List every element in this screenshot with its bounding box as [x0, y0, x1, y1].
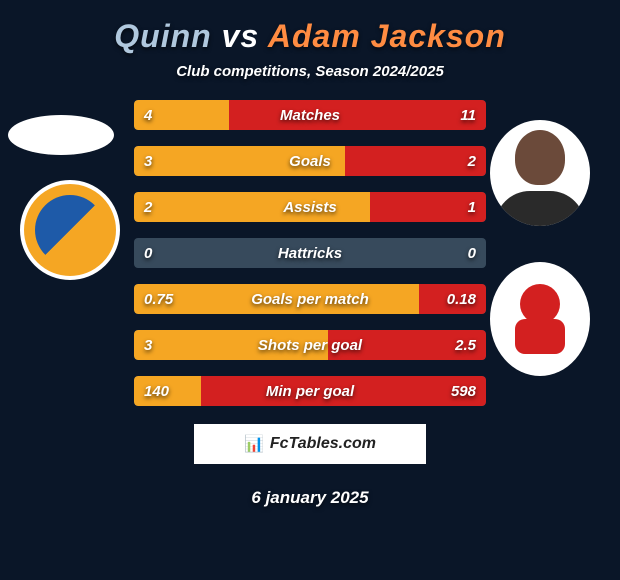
- stat-row: 3 Shots per goal 2.5: [134, 330, 486, 360]
- stat-value-right: 1: [468, 199, 476, 216]
- stat-row: 4 Matches 11: [134, 100, 486, 130]
- player2-name: Adam Jackson: [268, 18, 506, 54]
- stat-label: Shots per goal: [258, 337, 362, 354]
- stat-label: Goals per match: [251, 291, 369, 308]
- stat-label: Min per goal: [266, 383, 354, 400]
- stat-fill-right: [345, 146, 486, 176]
- chart-icon: 📊: [244, 434, 264, 454]
- player2-portrait: [490, 120, 590, 226]
- stat-label: Goals: [289, 153, 331, 170]
- content: Quinn vs Adam Jackson Club competitions,…: [0, 0, 620, 508]
- page-title: Quinn vs Adam Jackson: [0, 0, 620, 63]
- stat-value-left: 0.75: [144, 291, 173, 308]
- stat-value-right: 0.18: [447, 291, 476, 308]
- stat-value-right: 2.5: [455, 337, 476, 354]
- stat-value-left: 3: [144, 153, 152, 170]
- date-label: 6 january 2025: [0, 488, 620, 508]
- stat-row: 2 Assists 1: [134, 192, 486, 222]
- stat-row: 140 Min per goal 598: [134, 376, 486, 406]
- stat-value-left: 4: [144, 107, 152, 124]
- stat-value-left: 140: [144, 383, 169, 400]
- stat-label: Matches: [280, 107, 340, 124]
- stat-value-left: 2: [144, 199, 152, 216]
- player2-club-badge: [490, 262, 590, 376]
- stat-value-right: 598: [451, 383, 476, 400]
- stat-value-left: 0: [144, 245, 152, 262]
- brand-text: FcTables.com: [270, 435, 376, 453]
- stat-label: Assists: [283, 199, 336, 216]
- player1-club-badge: [20, 180, 120, 280]
- stat-row: 3 Goals 2: [134, 146, 486, 176]
- stat-row: 0.75 Goals per match 0.18: [134, 284, 486, 314]
- player1-portrait: [8, 115, 114, 155]
- subtitle: Club competitions, Season 2024/2025: [0, 63, 620, 80]
- stat-value-right: 0: [468, 245, 476, 262]
- stat-value-left: 3: [144, 337, 152, 354]
- vs-label: vs: [222, 18, 268, 54]
- stat-fill-right: [229, 100, 486, 130]
- stat-label: Hattricks: [278, 245, 342, 262]
- stat-value-right: 2: [468, 153, 476, 170]
- stat-value-right: 11: [460, 107, 476, 124]
- stat-row: 0 Hattricks 0: [134, 238, 486, 268]
- stat-rows: 4 Matches 11 3 Goals 2 2 Assists 1 0 Hattricks 0 0.7…: [134, 100, 486, 406]
- player1-name: Quinn: [114, 18, 211, 54]
- brand-badge: 📊 FcTables.com: [194, 424, 426, 464]
